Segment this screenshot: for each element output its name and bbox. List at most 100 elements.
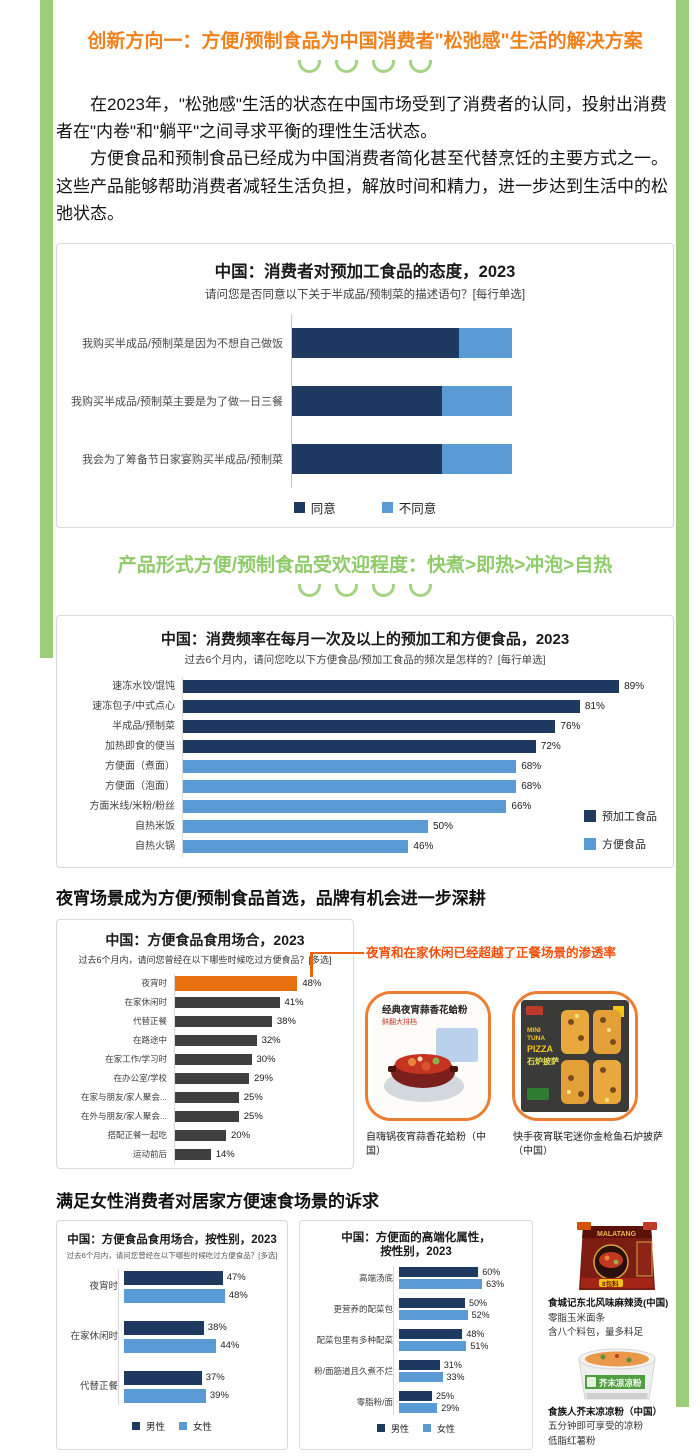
bar: [183, 740, 536, 754]
bar-value: 14%: [215, 1148, 235, 1160]
bar-label: 我会为了筹备节日家宴购买半成品/预制菜: [81, 453, 283, 466]
bar: [124, 1288, 225, 1303]
bar-label: 方便面（泡面）: [105, 781, 175, 793]
svg-text:经典夜宵蒜香花蛤粉: 经典夜宵蒜香花蛤粉: [382, 1004, 468, 1016]
bar-label: 零脂粉/面: [356, 1396, 393, 1407]
bar-group: 粉/面筋道且久煮不烂 31% 33%: [305, 1359, 527, 1384]
bar: [399, 1341, 467, 1352]
stacked-bar-rows: 我购买半成品/预制菜是因为不想自己做饭 我购买半成品/预制菜主要是为了做一日三餐我…: [71, 313, 665, 488]
bar-value: 29%: [253, 1072, 273, 1084]
bar-value: 48%: [302, 977, 322, 989]
grouped-bar-rows: 夜宵时 47% 48% 在家休闲时 38% 44% 代替正餐 37% 39%: [62, 1268, 282, 1405]
axis-line: [393, 1265, 394, 1415]
bar: [183, 840, 409, 854]
bar-segment: [292, 443, 442, 474]
bar-line: 33%: [399, 1371, 465, 1384]
bar-label: 代替正餐: [79, 1380, 118, 1392]
legend-label: 女性: [193, 1421, 213, 1433]
section-title-product-forms: 产品形式方便/预制食品受欢迎程度：快煮>即热>冲泡>自热: [117, 554, 613, 576]
bar-label: 更营养的配菜包: [333, 1303, 393, 1314]
svg-text:MALATANG: MALATANG: [597, 1231, 637, 1238]
bar-label: 在家休闲时: [70, 1330, 118, 1342]
product-card-pizza: MINI TUNA PIZZA 石炉披萨: [512, 990, 638, 1121]
bar-value: 38%: [207, 1322, 227, 1334]
bar-label: 夜宵时: [89, 1280, 118, 1292]
bar-value: 68%: [521, 761, 542, 773]
chart-subtitle: 过去6个月内，请问您曾经在以下哪些时候吃过方便食品？[多选]: [66, 1250, 278, 1260]
bar-label: 代替正餐: [132, 1015, 167, 1026]
arc-decoration: [409, 60, 432, 73]
stacked-bar-row: 我购买半成品/预制菜是因为不想自己做饭: [71, 313, 665, 372]
bar-track: 38%: [174, 1011, 296, 1031]
bar-label: 速冻水饺/馄饨: [112, 681, 175, 693]
legend-label: 同意: [310, 501, 336, 516]
page-content: 创新方向一：方便/预制食品为中国消费者"松弛感"生活的解决方案 在2023年，"…: [56, 0, 674, 1456]
arc-decoration-row: [56, 583, 674, 601]
annotation-text: 夜宵和在家休闲已经超越了正餐场景的渗透率: [366, 945, 617, 960]
bar: [175, 1129, 226, 1141]
bar: [175, 996, 280, 1008]
svg-text:8包料: 8包料: [602, 1279, 619, 1288]
bar-track: 72%: [182, 736, 561, 757]
bar-segment: [441, 385, 512, 416]
bar-track: 68%: [182, 776, 541, 797]
bar-pair: 50% 52%: [399, 1297, 490, 1322]
bar-row: 速冻包子/中式点心 81%: [63, 696, 667, 717]
product-caption: 自嗨锅夜宵蒜香花蛤粉（中国）: [366, 1131, 486, 1157]
arc-decoration: [372, 583, 395, 597]
stacked-bar-row: 我购买半成品/预制菜主要是为了做一日三餐: [71, 371, 665, 430]
arc-decoration: [298, 60, 321, 73]
bar: [183, 680, 620, 694]
bar-track: 29%: [174, 1068, 273, 1088]
svg-text:芥末凉凉粉: 芥末凉凉粉: [599, 1378, 642, 1388]
bar-group: 代替正餐 37% 39%: [62, 1369, 282, 1405]
bar-value: 63%: [486, 1279, 505, 1290]
bar-pair: 25% 29%: [399, 1390, 459, 1415]
product-detail: 含八个料包，量多料足: [548, 1327, 644, 1339]
bar-row: 在外与朋友/家人聚会... 25%: [63, 1106, 347, 1126]
chart-legend: 男性 女性: [62, 1419, 282, 1433]
bar-track: 50%: [182, 816, 453, 837]
bar-row: 方便面（泡面） 68%: [63, 776, 667, 797]
product-detail: 五分钟即可享受的凉粉: [548, 1421, 644, 1433]
bar-line: 48%: [124, 1287, 248, 1305]
bar: [399, 1359, 440, 1370]
legend-item: 女性: [179, 1419, 212, 1433]
legend-label: 女性: [437, 1423, 456, 1434]
premium-attributes-chart: 中国：方便面的高端化属性， 按性别，2023 高端汤底 60% 63% 更营养的配菜包 5…: [299, 1219, 533, 1450]
bar-label: 半成品/预制菜: [112, 721, 175, 733]
bar-track: 48%: [174, 973, 322, 993]
legend-swatch: [584, 837, 596, 850]
bar-label: 方面米线/米粉/粉丝: [89, 801, 175, 813]
product-card-clam-noodle: 经典夜宵蒜香花蛤粉 鲜翻大排档: [365, 990, 491, 1121]
bar: [124, 1370, 202, 1385]
bar-track: 32%: [174, 1030, 281, 1050]
svg-text:TUNA: TUNA: [527, 1035, 545, 1042]
product-name: 食城记东北风味麻辣烫(中国): [548, 1297, 669, 1309]
legend-swatch: [131, 1421, 140, 1430]
legend-item: 同意: [293, 498, 336, 517]
chart-subtitle: 请问您是否同意以下关于半成品/预制菜的描述语句？[每行单选]: [204, 288, 526, 301]
legend-item: 男性: [131, 1419, 165, 1433]
bar: [175, 975, 298, 991]
bar: [175, 1072, 249, 1084]
chart-title: 中国：方便食品食用场合，2023: [105, 931, 305, 948]
intro-paragraph-1: 在2023年，"松弛感"生活的状态在中国市场受到了消费者的认同，投射出消费者在"…: [56, 95, 667, 142]
bar-line: 48%: [399, 1328, 488, 1341]
bar-row: 在家工作/学习时 30%: [63, 1049, 347, 1069]
bar-value: 31%: [443, 1359, 462, 1370]
bar-pair: 38% 44%: [124, 1319, 239, 1355]
chart-title: 中国：方便面的高端化属性， 按性别，2023: [341, 1231, 491, 1259]
bar-value: 60%: [482, 1266, 501, 1277]
section-title-female: 满足女性消费者对居家方便速食场景的诉求: [56, 1191, 379, 1211]
bar-track: [291, 313, 513, 372]
bar-track: 46%: [182, 836, 433, 857]
bar: [399, 1279, 483, 1290]
bar-track: 41%: [174, 992, 304, 1012]
product-image-liangfen-tub: 芥末凉凉粉: [578, 1348, 656, 1400]
bar: [183, 760, 517, 774]
page-title: 创新方向一：方便/预制食品为中国消费者"松弛感"生活的解决方案: [87, 31, 643, 52]
bar: [175, 1034, 257, 1046]
bar-value: 76%: [560, 721, 581, 733]
bar-label: 速冻包子/中式点心: [92, 701, 175, 713]
